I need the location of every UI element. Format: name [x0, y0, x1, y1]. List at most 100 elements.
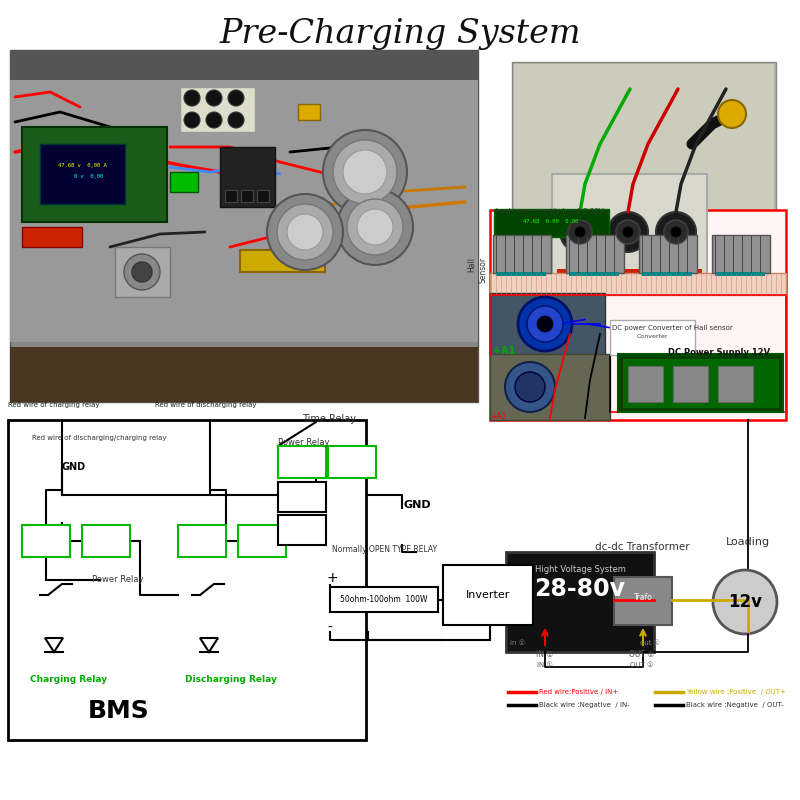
- Bar: [225, 190, 237, 202]
- Circle shape: [333, 140, 397, 204]
- Text: Time Relay: Time Relay: [302, 414, 356, 424]
- Circle shape: [337, 189, 413, 265]
- Text: DC power Converter of Hall sensor: DC power Converter of Hall sensor: [612, 325, 733, 331]
- Text: OUT ①: OUT ①: [630, 650, 654, 659]
- Bar: [178, 525, 226, 557]
- Bar: [10, 50, 478, 342]
- Bar: [628, 366, 663, 402]
- Bar: [180, 87, 255, 132]
- Circle shape: [616, 220, 640, 244]
- Circle shape: [132, 262, 152, 282]
- Circle shape: [718, 100, 746, 128]
- Bar: [494, 209, 609, 237]
- Bar: [10, 50, 478, 402]
- Text: OUT ①: OUT ①: [630, 662, 654, 668]
- Bar: [512, 62, 776, 334]
- Bar: [10, 50, 478, 80]
- Bar: [490, 354, 610, 420]
- Circle shape: [537, 316, 553, 332]
- Circle shape: [560, 212, 600, 252]
- Polygon shape: [200, 638, 218, 652]
- Bar: [298, 104, 320, 120]
- Circle shape: [287, 214, 323, 250]
- Text: 47.68 v  0,00 A: 47.68 v 0,00 A: [58, 163, 106, 168]
- Text: +: +: [327, 571, 338, 585]
- Circle shape: [568, 220, 592, 244]
- Text: Pre-Charging System: Pre-Charging System: [219, 18, 581, 50]
- Bar: [278, 482, 326, 512]
- Text: DC Power Supply 12V: DC Power Supply 12V: [668, 348, 770, 357]
- Circle shape: [671, 227, 681, 237]
- Text: Hall
Sensor: Hall Sensor: [467, 257, 487, 283]
- Bar: [22, 127, 167, 222]
- Text: Inverter: Inverter: [466, 590, 510, 600]
- Text: IN ①: IN ①: [537, 662, 553, 668]
- Bar: [241, 190, 253, 202]
- Bar: [618, 354, 783, 412]
- Text: Red wire:Positive / IN+: Red wire:Positive / IN+: [539, 689, 618, 695]
- Text: dc-dc Transformer: dc-dc Transformer: [594, 542, 690, 552]
- Bar: [642, 272, 692, 276]
- Bar: [330, 587, 438, 612]
- Text: GND: GND: [404, 500, 432, 510]
- Bar: [610, 320, 695, 355]
- Bar: [40, 144, 125, 204]
- Bar: [238, 525, 286, 557]
- Text: 28-80v: 28-80v: [534, 577, 626, 601]
- Text: 47.68  0.00  0.00: 47.68 0.00 0.00: [523, 219, 578, 224]
- Bar: [639, 235, 697, 273]
- Polygon shape: [45, 638, 63, 652]
- Bar: [328, 446, 376, 478]
- Text: Red wire of charging relay: Red wire of charging relay: [8, 402, 99, 408]
- Bar: [712, 235, 770, 273]
- Bar: [257, 190, 269, 202]
- Bar: [622, 358, 779, 408]
- Text: Yellow wire :Positive  / OUT+: Yellow wire :Positive / OUT+: [686, 689, 786, 695]
- Circle shape: [267, 194, 343, 270]
- Text: BMS: BMS: [88, 699, 150, 723]
- Text: Charging Relay: Charging Relay: [30, 675, 107, 684]
- Text: Trafo: Trafo: [634, 593, 653, 602]
- Text: Discharging Relay: Discharging Relay: [185, 675, 277, 684]
- Circle shape: [347, 199, 403, 255]
- Text: IN ①: IN ①: [536, 650, 554, 659]
- Bar: [496, 272, 546, 276]
- Bar: [506, 552, 654, 652]
- Circle shape: [184, 90, 200, 106]
- Text: Hight Voltage System: Hight Voltage System: [534, 565, 626, 574]
- Circle shape: [206, 112, 222, 128]
- Circle shape: [608, 212, 648, 252]
- Text: 50ohm-100ohm  100W: 50ohm-100ohm 100W: [340, 595, 428, 605]
- Circle shape: [527, 306, 563, 342]
- Text: Normally OPEN TYPE RELAY: Normally OPEN TYPE RELAY: [332, 545, 437, 554]
- Text: GND: GND: [62, 462, 86, 472]
- Text: 12v: 12v: [728, 593, 762, 611]
- Bar: [82, 525, 130, 557]
- Circle shape: [206, 90, 222, 106]
- Text: Power Relay: Power Relay: [278, 438, 330, 447]
- Bar: [170, 172, 198, 192]
- Bar: [22, 227, 82, 247]
- Bar: [614, 577, 672, 625]
- Bar: [569, 272, 619, 276]
- Circle shape: [357, 209, 393, 245]
- Circle shape: [228, 112, 244, 128]
- Bar: [220, 147, 275, 207]
- Text: out ①: out ①: [640, 640, 660, 646]
- Bar: [490, 293, 605, 355]
- Text: Red wire of discharging/charging relay: Red wire of discharging/charging relay: [32, 435, 166, 441]
- Bar: [557, 269, 702, 281]
- Text: -: -: [327, 621, 332, 635]
- Text: +A1: +A1: [493, 346, 515, 356]
- Bar: [278, 515, 326, 545]
- Bar: [240, 250, 325, 272]
- Circle shape: [505, 362, 555, 412]
- Bar: [673, 366, 708, 402]
- Circle shape: [623, 227, 633, 237]
- Bar: [514, 64, 774, 332]
- Circle shape: [343, 150, 387, 194]
- Text: +A1: +A1: [490, 412, 506, 421]
- Bar: [552, 174, 707, 284]
- Text: Power Relay: Power Relay: [92, 575, 143, 584]
- Bar: [10, 347, 478, 402]
